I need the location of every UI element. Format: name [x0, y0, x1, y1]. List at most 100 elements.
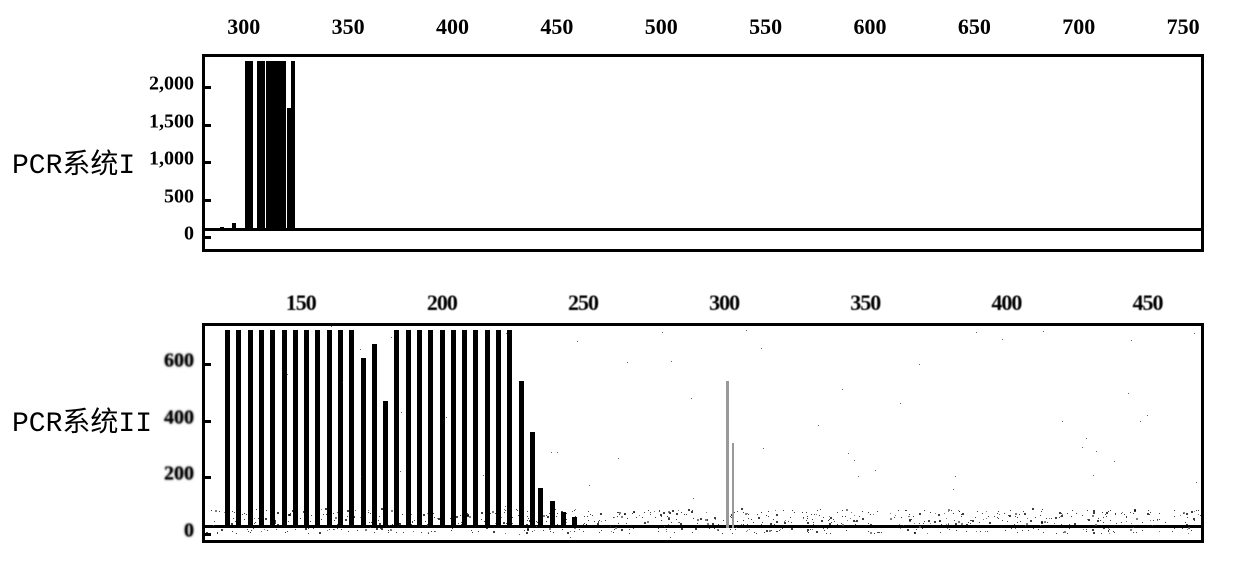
noise-dot [627, 362, 628, 363]
noise-dot [979, 522, 980, 523]
noise-dot [1009, 515, 1011, 517]
noise-dot [1062, 421, 1063, 422]
noise-dot [877, 532, 878, 533]
noise-dot [1165, 522, 1166, 523]
noise-dot [605, 520, 606, 521]
noise-dot [751, 519, 752, 520]
noise-dot [1092, 515, 1094, 517]
noise-dot [1183, 512, 1185, 514]
noise-dot [1113, 531, 1114, 532]
x-tick-label: 350 [850, 290, 880, 316]
noise-dot [368, 512, 369, 513]
noise-dot [402, 514, 403, 515]
noise-dot [1147, 415, 1148, 416]
noise-dot [471, 530, 472, 531]
noise-dot [1098, 518, 1099, 519]
noise-dot [1194, 511, 1195, 512]
noise-dot [879, 532, 880, 533]
noise-dot [747, 513, 748, 514]
noise-dot [1186, 513, 1188, 515]
noise-dot [1106, 516, 1107, 517]
noise-dot [234, 512, 235, 513]
noise-dot [1040, 515, 1041, 516]
noise-dot [619, 512, 621, 514]
noise-dot [1174, 516, 1175, 517]
noise-dot [693, 518, 694, 519]
noise-dot [971, 520, 972, 521]
y-tick-label: 0 [184, 520, 194, 543]
noise-dot [333, 529, 334, 530]
noise-dot [877, 511, 878, 512]
noise-dot [654, 511, 655, 512]
noise-dot [388, 532, 389, 533]
noise-dot [583, 531, 584, 532]
noise-dot [968, 522, 969, 523]
noise-dot [905, 510, 906, 511]
noise-dot [684, 514, 685, 515]
noise-dot [1047, 522, 1048, 523]
noise-dot [242, 514, 243, 515]
noise-dot [827, 528, 828, 529]
noise-dot [1191, 530, 1192, 531]
noise-dot [807, 531, 808, 532]
noise-dot [707, 519, 708, 520]
noise-dot [254, 518, 255, 519]
noise-dot [782, 528, 783, 529]
noise-dot [633, 511, 635, 513]
peak-bar [220, 227, 224, 231]
y-tick-label: 600 [164, 350, 194, 373]
noise-dot [1180, 515, 1181, 516]
noise-dot [947, 528, 948, 529]
noise-dot [613, 532, 614, 533]
noise-dot [251, 530, 252, 531]
noise-dot [614, 517, 615, 518]
noise-dot [666, 531, 667, 532]
noise-dot [807, 522, 809, 524]
noise-dot [1109, 533, 1110, 534]
noise-dot [874, 533, 875, 534]
noise-dot [589, 485, 590, 486]
noise-dot [1134, 510, 1136, 512]
noise-dot [994, 516, 995, 517]
noise-dot [285, 532, 286, 533]
noise-dot [764, 532, 765, 533]
noise-dot [1110, 510, 1111, 511]
noise-dot [588, 520, 589, 521]
noise-dot [777, 531, 778, 532]
noise-dot [588, 511, 589, 512]
noise-dot [909, 519, 911, 521]
noise-dot [1044, 521, 1046, 523]
panel-1-plot [202, 54, 1204, 252]
noise-dot [598, 522, 599, 523]
noise-dot [1041, 511, 1042, 512]
y-tick-label: 0 [184, 223, 194, 246]
noise-dot [1157, 520, 1158, 521]
noise-dot [663, 512, 665, 514]
noise-dot [624, 514, 625, 515]
noise-dot [310, 521, 311, 522]
noise-dot [924, 521, 925, 522]
noise-dot [504, 512, 505, 513]
peak-bar [338, 330, 343, 528]
peak-bar [282, 330, 287, 528]
noise-dot [671, 361, 672, 362]
noise-dot [961, 514, 962, 515]
noise-dot [816, 514, 817, 515]
noise-dot [469, 516, 471, 518]
peak-bar [259, 330, 264, 528]
noise-dot [1102, 512, 1103, 513]
noise-dot [1174, 510, 1175, 511]
noise-dot [753, 522, 754, 523]
noise-dot [1032, 508, 1034, 510]
noise-dot [757, 514, 758, 515]
noise-dot [868, 523, 869, 524]
noise-dot [900, 403, 901, 404]
noise-dot [574, 510, 575, 511]
noise-dot [396, 532, 397, 533]
noise-dot [944, 513, 945, 514]
noise-dot [785, 520, 786, 521]
noise-dot [1142, 522, 1143, 523]
noise-dot [758, 517, 760, 519]
noise-dot [1033, 528, 1034, 529]
noise-dot [806, 512, 807, 513]
